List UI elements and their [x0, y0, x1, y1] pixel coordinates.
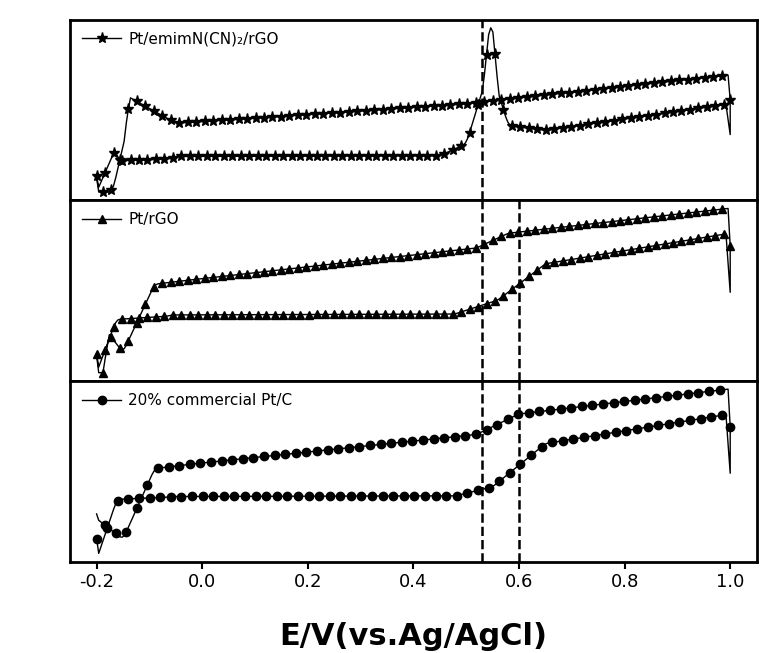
Legend: Pt/emimN(CN)₂/rGO: Pt/emimN(CN)₂/rGO: [78, 27, 283, 52]
Legend: 20% commercial Pt/C: 20% commercial Pt/C: [78, 389, 297, 413]
Text: E/V(vs.Ag/AgCl): E/V(vs.Ag/AgCl): [279, 622, 548, 651]
Legend: Pt/rGO: Pt/rGO: [78, 208, 183, 232]
